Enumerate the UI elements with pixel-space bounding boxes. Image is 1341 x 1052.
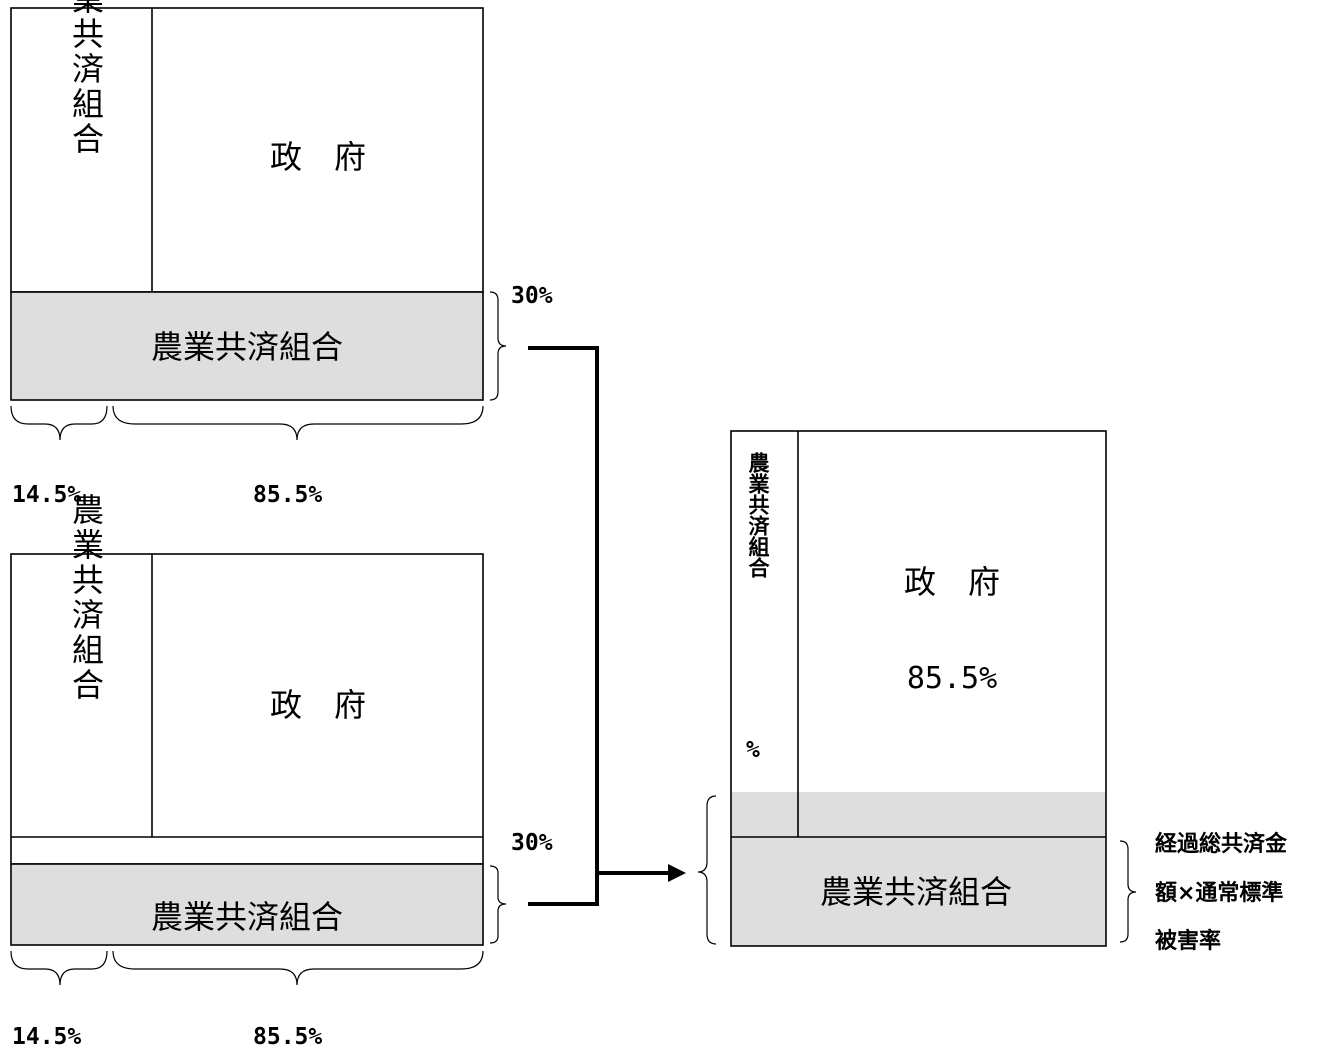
result-government-label: 政 府: [904, 563, 1000, 601]
top-right-bottom-pct: 85.5%: [253, 482, 322, 508]
result-note-line-3: 被害率: [1155, 928, 1221, 954]
top-coop-band-label: 農業共済組合: [151, 328, 343, 366]
result-right-brace: [1119, 840, 1137, 943]
bottom-block: 農業共済組合 政 府 農業共済組合 30% 14.5% 85.5%: [10, 493, 553, 1050]
result-government-pct: 85.5%: [907, 661, 997, 696]
top-right-pct: 30%: [511, 283, 553, 309]
flow-connector: [528, 346, 686, 906]
result-coop-vertical-pct: %: [746, 737, 760, 763]
bottom-government-label: 政 府: [270, 686, 366, 724]
result-outer-box: [730, 430, 1107, 947]
result-note-line-2: 額×通常標準: [1155, 880, 1283, 906]
bottom-right-brace: [489, 865, 507, 944]
connector-line: [528, 346, 599, 906]
bottom-coop-band-label: 農業共済組合: [151, 898, 343, 936]
bottom-right-bottom-pct: 85.5%: [253, 1024, 322, 1050]
bottom-right-bottom-brace: [112, 950, 484, 986]
top-right-brace: [489, 291, 507, 401]
bottom-left-bottom-brace: [10, 950, 108, 986]
top-government-label: 政 府: [270, 138, 366, 176]
top-left-bottom-pct: 14.5%: [12, 482, 81, 508]
arrow-head-icon: [668, 864, 686, 882]
result-left-brace: [697, 795, 717, 945]
bottom-coop-band: [10, 863, 484, 946]
bottom-coop-vertical-label: 農業共済組合: [67, 493, 105, 703]
bottom-left-bottom-pct: 14.5%: [12, 1024, 81, 1050]
bottom-right-pct: 30%: [511, 830, 553, 856]
result-note-line-1: 経過総共済金: [1155, 831, 1288, 857]
result-coop-band-label: 農業共済組合: [820, 873, 1012, 911]
top-coop-vertical-label: 農業共済組合: [67, 0, 105, 157]
top-block: 農業共済組合 政 府 農業共済組合 30% 14.5% 85.5%: [10, 0, 553, 508]
result-block: 農業共済組合 % 政 府 85.5% 農業共済組合 経過総共済金 額×通常標準 …: [697, 430, 1288, 954]
result-coop-vertical-label: 農業共済組合: [746, 452, 770, 579]
top-left-bottom-brace: [10, 405, 108, 441]
top-right-bottom-brace: [112, 405, 484, 441]
top-coop-band: [10, 291, 484, 401]
result-shaded-region: [731, 792, 1106, 946]
